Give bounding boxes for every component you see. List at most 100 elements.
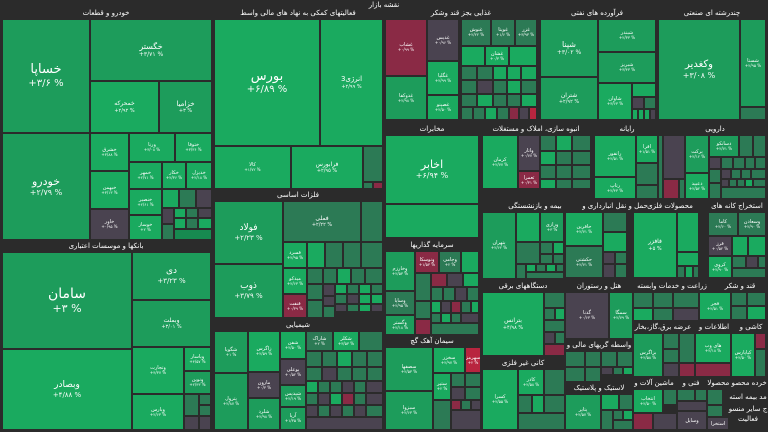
stock-tile-small[interactable] [633, 98, 643, 108]
stock-tile[interactable]: سهرمز +۲ % [466, 348, 480, 372]
stock-tile-small[interactable] [343, 406, 353, 416]
stock-tile-small[interactable] [200, 395, 210, 404]
stock-tile-small[interactable] [362, 243, 382, 267]
stock-tile-small[interactable] [416, 302, 430, 318]
stock-tile-small[interactable] [510, 47, 536, 65]
stock-tile-small[interactable] [527, 265, 535, 271]
stock-tile-small[interactable] [557, 265, 563, 271]
stock-tile[interactable]: ورنا +۳/۰۸ % [130, 134, 174, 161]
stock-tile[interactable]: برکت +۲/۱۲ % [686, 136, 708, 172]
stock-tile[interactable]: کیاپارس +۲/۵۰ % [732, 334, 754, 376]
stock-tile[interactable]: وخارزم +۲/۵۳ % [386, 252, 414, 290]
stock-tile-small[interactable] [614, 421, 632, 429]
stock-tile-small[interactable] [708, 390, 722, 404]
stock-tile[interactable]: رانفور +۲/۵۱ % [595, 136, 635, 176]
stock-tile-small[interactable] [508, 95, 520, 106]
stock-tile-small[interactable] [444, 288, 454, 300]
stock-tile[interactable]: غشاب +۰/۹۹ % [386, 20, 426, 75]
stock-tile-small[interactable] [472, 302, 478, 312]
stock-tile-small[interactable] [452, 388, 464, 399]
stock-tile-small[interactable] [368, 368, 382, 380]
stock-tile-small[interactable] [624, 368, 632, 374]
stock-tile-small[interactable] [664, 180, 678, 198]
stock-tile-small[interactable] [602, 395, 618, 409]
stock-tile-small[interactable] [522, 95, 536, 106]
stock-tile[interactable]: کسرا +۲/۵۵ % [483, 370, 517, 429]
stock-tile-small[interactable] [678, 213, 698, 251]
stock-tile[interactable]: واتار +۰/۷۷ % [519, 136, 539, 170]
stock-tile[interactable]: فسرد +۲/۹۵ % [284, 243, 306, 267]
stock-tile-small[interactable] [353, 352, 366, 366]
stock-tile-small[interactable] [738, 180, 744, 186]
stock-tile[interactable]: فجر +۲/۵۱ % [700, 293, 730, 319]
stock-tile-small[interactable] [498, 108, 508, 119]
stock-tile-small[interactable] [756, 158, 765, 168]
stock-tile[interactable]: ثعمرا +۰/۳۱ % [519, 172, 539, 188]
stock-tile-small[interactable] [732, 307, 746, 319]
stock-tile-small[interactable] [541, 255, 552, 263]
stock-tile-small[interactable] [462, 314, 478, 322]
stock-tile-small[interactable] [680, 334, 694, 362]
stock-tile-small[interactable] [678, 253, 698, 265]
stock-tile-small[interactable] [472, 401, 480, 409]
stock-tile-small[interactable] [664, 334, 678, 348]
stock-tile-small[interactable] [752, 170, 765, 178]
stock-tile-small[interactable] [556, 309, 564, 319]
stock-tile-small[interactable] [199, 219, 211, 228]
sector-header[interactable]: ماشین آلات و [634, 379, 674, 387]
stock-tile-small[interactable] [586, 352, 600, 366]
stock-tile-small[interactable] [367, 394, 382, 404]
stock-tile-small[interactable] [324, 307, 334, 317]
stock-tile[interactable]: شلرد +۲/۹۸ % [249, 399, 279, 429]
stock-tile-small[interactable] [624, 411, 632, 419]
stock-tile-small[interactable] [732, 293, 746, 305]
stock-tile[interactable]: وساپا +۲/۹۵ % [386, 292, 414, 314]
stock-tile[interactable]: شپدیس +۲/۱۹ % [281, 386, 305, 406]
stock-tile-small[interactable] [573, 166, 590, 178]
stock-tile-small[interactable] [545, 309, 554, 319]
stock-tile-small[interactable] [452, 314, 460, 322]
stock-tile-small[interactable] [633, 110, 637, 119]
stock-tile[interactable]: خساپا +۳/۶ % [3, 20, 89, 132]
stock-tile-small[interactable] [664, 350, 678, 362]
stock-tile[interactable]: پترول +۲/۸۷ % [215, 374, 247, 429]
sector-header[interactable]: فلزات اساسی [277, 191, 319, 199]
stock-tile-small[interactable] [452, 302, 460, 312]
stock-tile-small[interactable] [645, 110, 649, 119]
stock-tile[interactable]: سمگا +۲/۷۹ % [610, 293, 632, 338]
sector-header[interactable]: خرده محصو محصولا [707, 379, 767, 387]
stock-tile[interactable]: غگلپا +۲/۹۹ % [428, 62, 458, 94]
stock-tile-small[interactable] [324, 297, 334, 305]
sector-header[interactable]: هتل و رستوران [576, 282, 622, 290]
stock-tile[interactable]: رتاپ +۲/۴۳ % [595, 178, 635, 198]
stock-tile-small[interactable] [541, 136, 555, 150]
stock-tile-small[interactable] [554, 255, 563, 263]
stock-tile-small[interactable] [545, 370, 564, 394]
stock-tile-small[interactable] [200, 417, 210, 429]
stock-tile-small[interactable] [541, 166, 555, 178]
stock-tile-small[interactable] [434, 401, 450, 429]
stock-tile-small[interactable] [517, 243, 539, 263]
stock-tile[interactable]: کالا +۱/۷۲ % [215, 147, 290, 188]
sector-header[interactable]: چندرشته ای صنعتی [683, 9, 741, 17]
stock-tile-small[interactable] [664, 364, 678, 376]
stock-tile-small[interactable] [519, 414, 564, 429]
stock-tile[interactable]: گدنا +۰/۶۳ % [566, 293, 608, 338]
stock-tile[interactable]: فولاد +۲/۲۳ % [215, 202, 282, 263]
stock-tile-small[interactable] [639, 110, 643, 119]
stock-tile[interactable]: دسانکو +۲/۷۱ % [710, 136, 738, 156]
sector-header[interactable]: رایانه [619, 125, 635, 133]
stock-tile-small[interactable] [324, 269, 336, 283]
stock-tile-small[interactable] [348, 305, 358, 311]
stock-tile-small[interactable] [163, 225, 173, 239]
stock-tile-small[interactable] [442, 314, 450, 322]
stock-tile-small[interactable] [566, 368, 584, 381]
sector-header[interactable]: ج سایر منسو [728, 405, 768, 413]
stock-tile[interactable]: بتهران +۲/۶۲ % [483, 213, 515, 278]
stock-tile-small[interactable] [175, 230, 211, 239]
stock-tile[interactable]: اخابر +۶/۹۴ % [386, 136, 478, 203]
stock-tile-small[interactable] [307, 406, 317, 416]
stock-tile-small[interactable] [556, 333, 564, 343]
stock-tile-small[interactable] [307, 418, 382, 429]
stock-tile[interactable]: ختوقا +۳/۳۶ % [176, 134, 211, 161]
